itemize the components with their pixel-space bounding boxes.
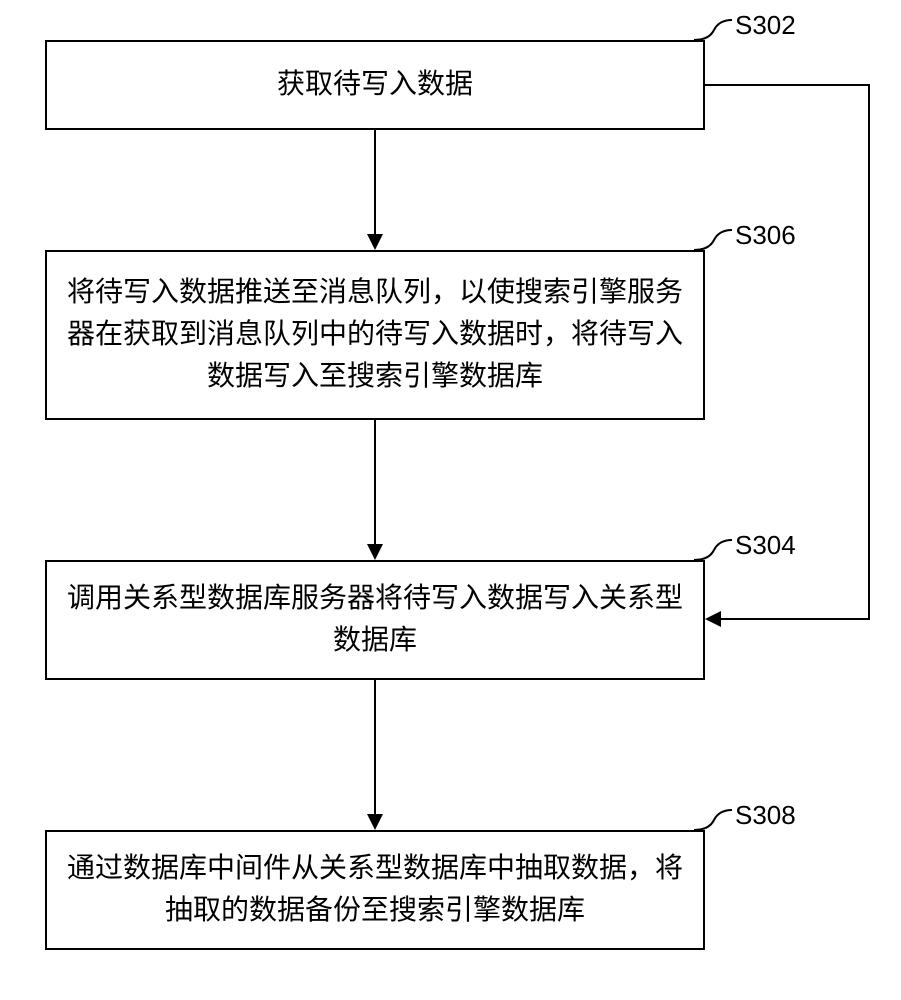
- flowchart-node-s308: 通过数据库中间件从关系型数据库中抽取数据，将抽取的数据备份至搜索引擎数据库: [45, 830, 705, 950]
- label-connector-s306: [694, 228, 734, 258]
- label-connector-s308: [694, 808, 734, 838]
- arrow-head-icon: [367, 234, 383, 250]
- flowchart-node-s302: 获取待写入数据: [45, 40, 705, 130]
- edge-side-horizontal-bottom: [721, 618, 870, 620]
- node-label-s306: S306: [735, 220, 796, 251]
- flowchart-node-s306: 将待写入数据推送至消息队列，以使搜索引擎服务器在获取到消息队列中的待写入数据时，…: [45, 250, 705, 420]
- label-connector-s304: [694, 538, 734, 568]
- arrow-head-icon: [367, 814, 383, 830]
- arrow-head-left-icon: [705, 611, 721, 627]
- node-label-s302: S302: [735, 10, 796, 41]
- node-text: 通过数据库中间件从关系型数据库中抽取数据，将抽取的数据备份至搜索引擎数据库: [67, 848, 683, 932]
- node-text: 将待写入数据推送至消息队列，以使搜索引擎服务器在获取到消息队列中的待写入数据时，…: [67, 272, 683, 398]
- edge-side-vertical: [868, 84, 870, 620]
- arrow-head-icon: [367, 544, 383, 560]
- edge-side-horizontal-top: [705, 84, 870, 86]
- node-text: 获取待写入数据: [277, 64, 473, 106]
- node-label-s308: S308: [735, 800, 796, 831]
- node-text: 调用关系型数据库服务器将待写入数据写入关系型数据库: [67, 578, 683, 662]
- node-label-s304: S304: [735, 530, 796, 561]
- edge-s306-s304: [374, 420, 376, 544]
- flowchart-node-s304: 调用关系型数据库服务器将待写入数据写入关系型数据库: [45, 560, 705, 680]
- label-connector-s302: [694, 18, 734, 48]
- edge-s302-s306: [374, 130, 376, 234]
- edge-s304-s308: [374, 680, 376, 814]
